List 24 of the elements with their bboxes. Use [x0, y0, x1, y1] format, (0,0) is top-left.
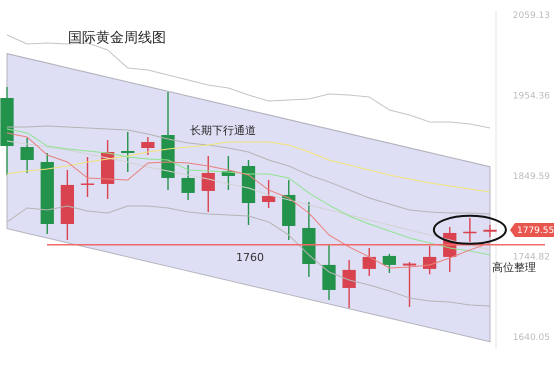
- candlestick: [181, 164, 195, 201]
- candlestick: [422, 245, 436, 275]
- y-tick-label: 1849.59: [512, 172, 550, 182]
- y-tick-label: 1744.82: [512, 252, 550, 263]
- annotation: 长期下行通道: [190, 124, 256, 137]
- annotation: 高位整理: [492, 261, 536, 274]
- candlestick: [362, 247, 376, 277]
- candlestick: [382, 253, 396, 274]
- y-tick-label: 2059.13: [512, 11, 550, 22]
- candlestick: [20, 137, 34, 174]
- y-tick-label: 1640.05: [512, 333, 550, 344]
- candlestick: [262, 179, 276, 209]
- text: 国际黄金周线图: [68, 30, 166, 46]
- text: 1779.55: [517, 226, 554, 236]
- y-tick-label: 1954.36: [512, 92, 550, 102]
- candlestick: [80, 156, 94, 198]
- candlestick: [202, 155, 215, 213]
- candlestick: [141, 136, 155, 156]
- ref-line-label: 1760: [236, 250, 264, 264]
- candlestick: [463, 217, 477, 243]
- candlestick: [342, 259, 356, 309]
- candlestick: [121, 131, 134, 173]
- line-series: [6, 142, 490, 192]
- candlestick: [402, 261, 416, 308]
